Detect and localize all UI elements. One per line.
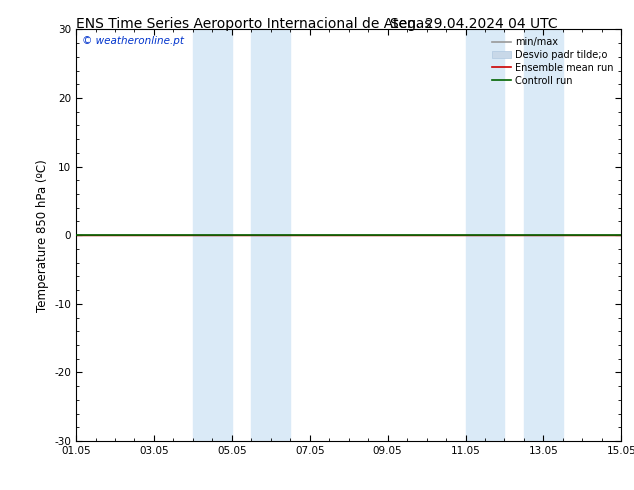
Bar: [251, 29, 290, 441]
Legend: min/max, Desvio padr tilde;o, Ensemble mean run, Controll run: min/max, Desvio padr tilde;o, Ensemble m…: [489, 34, 616, 89]
Text: © weatheronline.pt: © weatheronline.pt: [82, 36, 183, 46]
Bar: [465, 29, 505, 441]
Text: Seg. 29.04.2024 04 UTC: Seg. 29.04.2024 04 UTC: [391, 17, 558, 31]
Bar: [193, 29, 232, 441]
Y-axis label: Temperature 850 hPa (ºC): Temperature 850 hPa (ºC): [36, 159, 49, 312]
Bar: [524, 29, 563, 441]
Text: ENS Time Series Aeroporto Internacional de Atenas: ENS Time Series Aeroporto Internacional …: [76, 17, 432, 31]
